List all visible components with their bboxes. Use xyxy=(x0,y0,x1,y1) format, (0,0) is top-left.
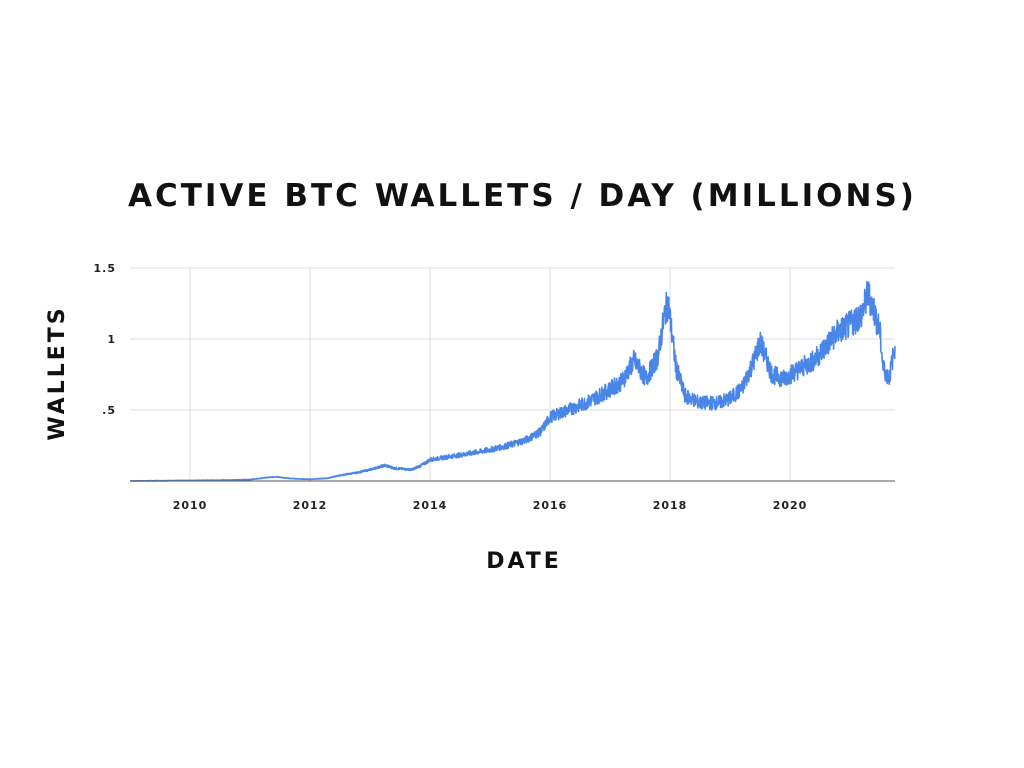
y-tick-label: .5 xyxy=(102,404,116,417)
x-axis-title: DATE xyxy=(486,549,562,574)
x-tick-label: 2020 xyxy=(773,499,808,512)
y-axis-title: WALLETS xyxy=(45,305,70,440)
y-tick-labels: .5 1 1.5 xyxy=(94,262,117,417)
grid xyxy=(130,267,895,481)
x-tick-label: 2018 xyxy=(653,499,688,512)
x-tick-label: 2010 xyxy=(173,499,208,512)
x-tick-label: 2012 xyxy=(293,499,328,512)
x-tick-label: 2014 xyxy=(413,499,448,512)
series-line xyxy=(129,280,896,482)
x-tick-labels: 2010 2012 2014 2016 2018 2020 xyxy=(173,499,808,512)
chart-title: ACTIVE BTC WALLETS / DAY (MILLIONS) xyxy=(128,178,917,214)
y-tick-label: 1.5 xyxy=(94,262,117,275)
y-tick-label: 1 xyxy=(107,333,116,346)
x-tick-label: 2016 xyxy=(533,499,568,512)
